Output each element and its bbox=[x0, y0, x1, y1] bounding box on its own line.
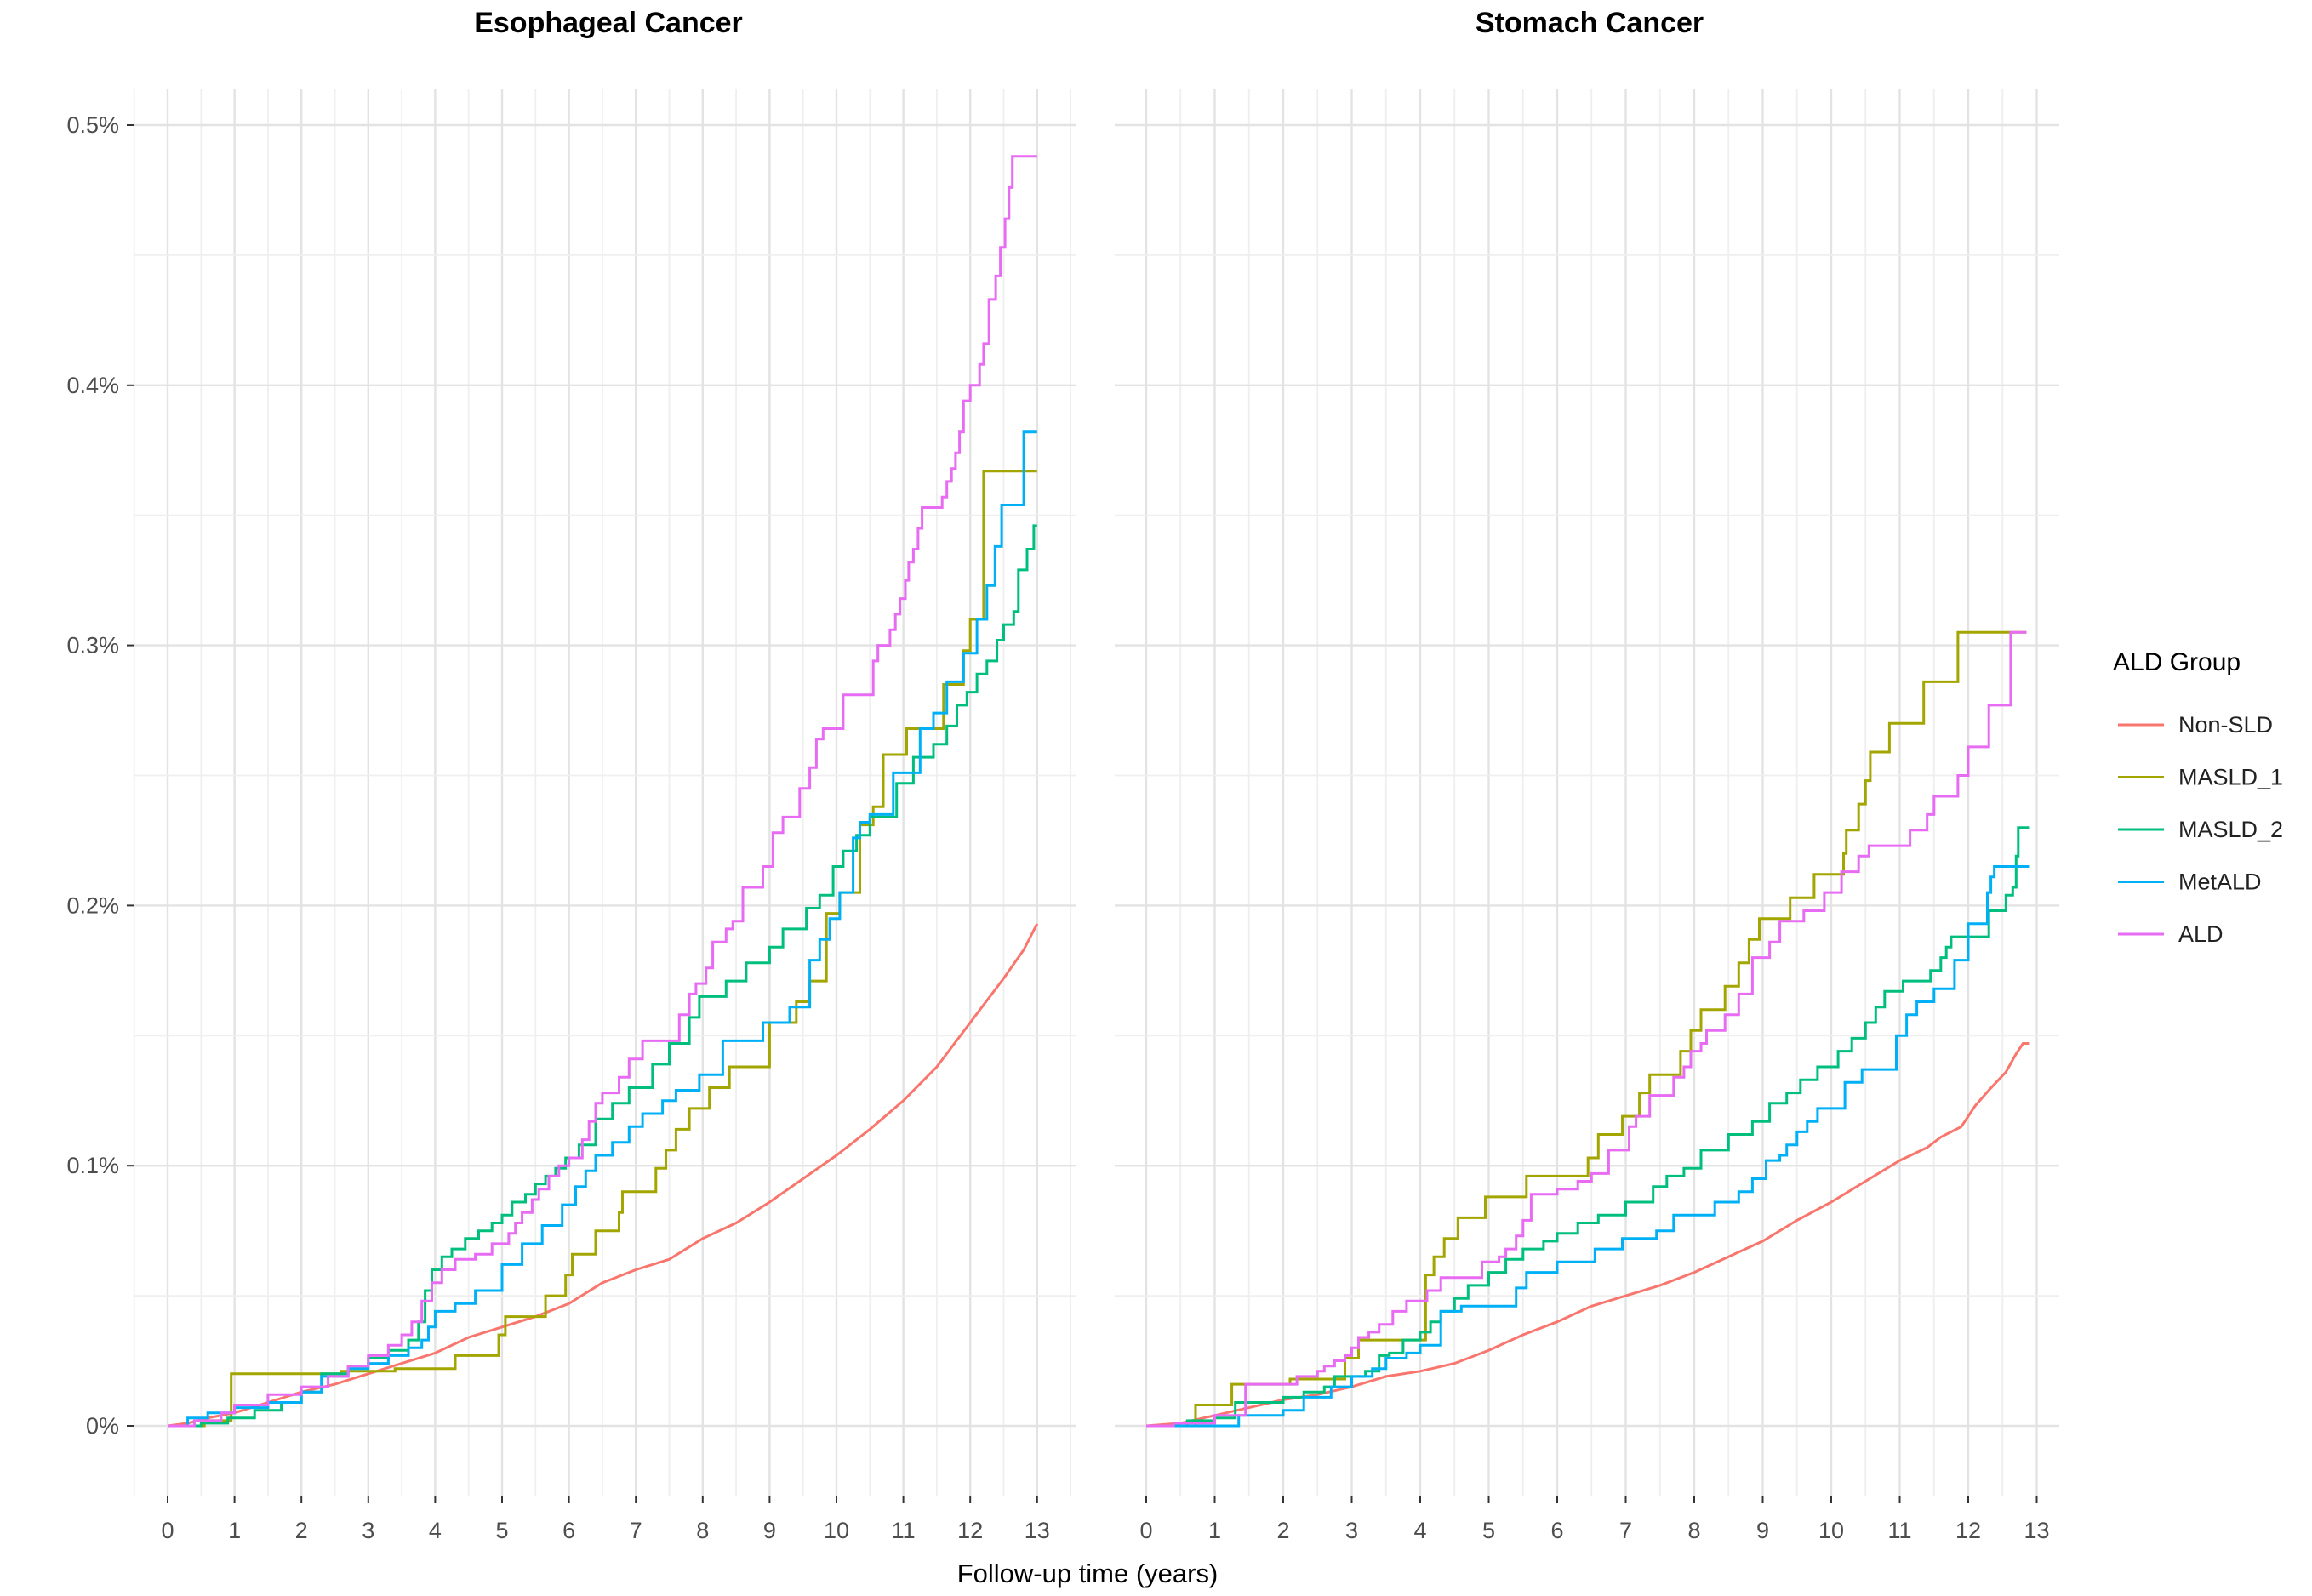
x-tick-label: 7 bbox=[1619, 1518, 1632, 1543]
x-tick-label: 13 bbox=[2024, 1518, 2049, 1543]
series-group-left bbox=[167, 155, 1039, 1428]
y-tick-label: 0.2% bbox=[66, 892, 119, 918]
series-metald-right bbox=[1146, 865, 2030, 1428]
x-tick-label: 13 bbox=[1025, 1518, 1050, 1543]
x-tick-label: 7 bbox=[630, 1518, 642, 1543]
x-tick-label: 6 bbox=[562, 1518, 575, 1543]
x-axis-right: 0 1 2 3 4 5 6 7 8 9 10 11 12 13 bbox=[1139, 1496, 2050, 1543]
y-tick-label: 0% bbox=[86, 1413, 119, 1439]
legend-label-metald: MetALD bbox=[2178, 869, 2262, 895]
x-axis-left: 0 1 2 3 4 5 6 7 8 9 10 11 12 13 bbox=[161, 1496, 1050, 1543]
x-tick-label: 11 bbox=[1887, 1518, 1911, 1543]
x-tick-label: 6 bbox=[1550, 1518, 1563, 1543]
y-tick-label: 0.4% bbox=[66, 373, 119, 398]
series-ald-right bbox=[1146, 630, 2027, 1428]
y-axis: 0% 0.1% 0.2% 0.3% 0.4% 0.5% bbox=[66, 112, 134, 1439]
x-tick-label: 8 bbox=[1687, 1518, 1700, 1543]
series-masld-1-left bbox=[168, 470, 1037, 1428]
y-tick-label: 0.3% bbox=[66, 633, 119, 658]
x-tick-label: 1 bbox=[228, 1518, 241, 1543]
x-tick-label: 8 bbox=[696, 1518, 709, 1543]
series-masld-1-right bbox=[1146, 630, 2027, 1428]
x-tick-label: 12 bbox=[957, 1518, 983, 1543]
grid-left bbox=[133, 89, 1076, 1496]
x-tick-label: 11 bbox=[892, 1518, 916, 1543]
x-tick-label: 9 bbox=[1756, 1518, 1769, 1543]
x-tick-label: 10 bbox=[1818, 1518, 1844, 1543]
x-tick-label: 0 bbox=[161, 1518, 174, 1543]
x-tick-label: 9 bbox=[763, 1518, 776, 1543]
legend: ALD Group Non-SLD MASLD_1 MASLD_2 MetALD ALD bbox=[2113, 648, 2283, 947]
x-tick-label: 2 bbox=[295, 1518, 308, 1543]
x-tick-label: 4 bbox=[429, 1518, 442, 1543]
right-panel-title: Stomach Cancer bbox=[1475, 7, 1704, 39]
left-panel-title: Esophageal Cancer bbox=[474, 7, 743, 39]
x-tick-label: 12 bbox=[1955, 1518, 1981, 1543]
x-tick-label: 4 bbox=[1413, 1518, 1426, 1543]
x-tick-label: 1 bbox=[1208, 1518, 1221, 1543]
legend-label-non-sld: Non-SLD bbox=[2178, 712, 2273, 738]
x-tick-label: 10 bbox=[824, 1518, 849, 1543]
series-masld-2-right bbox=[1146, 826, 2030, 1428]
legend-label-masld-1: MASLD_1 bbox=[2178, 765, 2283, 790]
series-non-sld-right bbox=[1145, 1042, 2030, 1428]
x-tick-label: 0 bbox=[1139, 1518, 1152, 1543]
legend-label-ald: ALD bbox=[2178, 921, 2224, 947]
x-tick-label: 2 bbox=[1276, 1518, 1289, 1543]
y-tick-label: 0.1% bbox=[66, 1153, 119, 1178]
x-tick-label: 5 bbox=[495, 1518, 508, 1543]
legend-title: ALD Group bbox=[2113, 648, 2241, 676]
legend-label-masld-2: MASLD_2 bbox=[2178, 817, 2283, 842]
grid-right bbox=[1115, 89, 2059, 1496]
x-tick-label: 3 bbox=[362, 1518, 374, 1543]
x-tick-label: 3 bbox=[1345, 1518, 1358, 1543]
series-metald-left bbox=[168, 430, 1037, 1428]
series-group-right bbox=[1145, 630, 2030, 1428]
y-tick-label: 0.5% bbox=[66, 112, 119, 138]
series-ald-left bbox=[168, 155, 1037, 1428]
x-tick-label: 5 bbox=[1482, 1518, 1495, 1543]
x-axis-title: Follow-up time (years) bbox=[956, 1559, 1219, 1588]
